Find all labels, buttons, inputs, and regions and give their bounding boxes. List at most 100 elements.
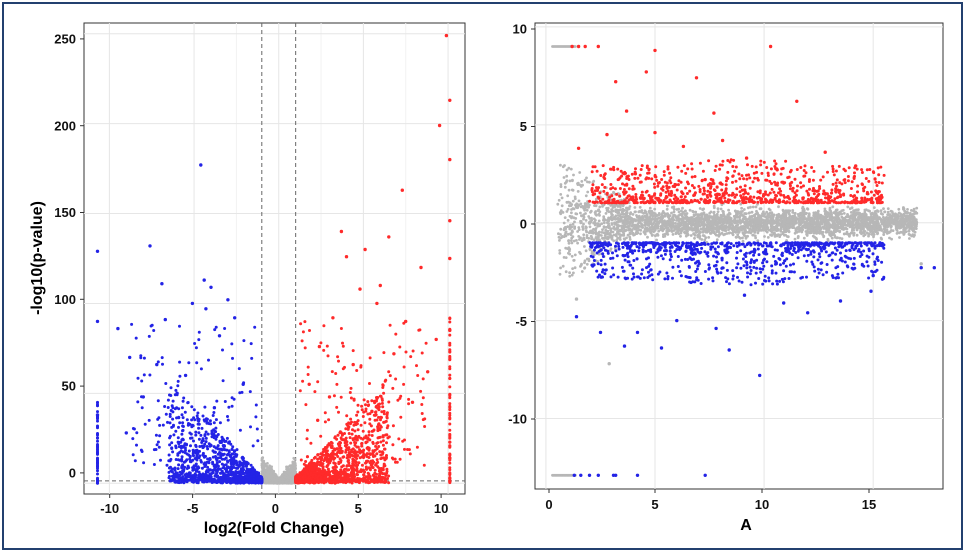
volcano-up-point: [380, 450, 384, 454]
volcano-down-point: [231, 462, 235, 465]
volcano-stripe-point: [448, 373, 452, 377]
volcano-down-point: [175, 471, 179, 475]
volcano-down-point: [213, 467, 217, 471]
volcano-plot: 0 50 100 150 200 250 -10 -5 0 5 10 log2(…: [29, 22, 466, 537]
volcano-stripe-point: [448, 402, 452, 406]
volcano-up-point: [341, 438, 345, 442]
volcano-up-point: [314, 462, 318, 466]
volcano-up-point: [378, 473, 382, 477]
volcano-down-point: [132, 427, 136, 431]
volcano-down-point: [178, 470, 182, 474]
volcano-up-point: [422, 463, 426, 467]
volcano-down-point: [249, 425, 252, 429]
volcano-up-point: [348, 436, 352, 440]
volcano-up-point: [306, 365, 310, 369]
volcano-ns-point: [264, 476, 268, 480]
volcano-up-point: [411, 349, 415, 353]
volcano-down-point: [191, 453, 195, 457]
volcano-ns-point: [293, 466, 297, 470]
volcano-up-point: [349, 386, 353, 390]
volcano-up-point: [367, 433, 371, 437]
volcano-up-point: [369, 452, 373, 456]
volcano-ns-point: [289, 477, 292, 481]
volcano-down-point: [224, 476, 228, 480]
volcano-stripe-point: [448, 341, 452, 345]
volcano-stripe-point: [96, 444, 99, 448]
volcano-down-point: [235, 480, 238, 484]
volcano-down-point: [199, 433, 203, 437]
volcano-stripe-point: [448, 428, 452, 432]
volcano-down-point: [232, 478, 236, 482]
volcano-down-point: [217, 334, 222, 338]
volcano-down-point: [131, 437, 135, 441]
volcano-up-point: [313, 455, 317, 459]
volcano-down-point: [187, 475, 191, 479]
volcano-up-point: [384, 456, 388, 460]
volcano-down-point: [197, 419, 201, 423]
volcano-down-point: [247, 472, 251, 476]
volcano-up-point: [326, 354, 330, 358]
volcano-up-point: [360, 404, 364, 408]
volcano-stripe-point: [448, 445, 452, 449]
volcano-down-point: [95, 319, 100, 324]
volcano-down-point: [154, 433, 158, 437]
volcano-up-point: [376, 441, 380, 445]
volcano-up-point: [404, 350, 408, 354]
volcano-down-point: [167, 466, 171, 470]
volcano-up-point: [351, 438, 355, 442]
volcano-up-point: [387, 400, 391, 404]
volcano-panel: [83, 22, 466, 495]
volcano-ns-point: [270, 477, 274, 481]
volcano-ns-point: [287, 469, 291, 473]
volcano-up-point: [373, 471, 377, 475]
volcano-up-point: [381, 405, 385, 409]
volcano-down-point: [254, 415, 258, 419]
volcano-down-point: [135, 431, 139, 435]
volcano-up-point: [364, 441, 368, 445]
volcano-up-point: [366, 400, 370, 404]
volcano-down-point: [235, 453, 239, 457]
volcano-stripe-point: [96, 439, 99, 443]
volcano-up-point: [419, 389, 423, 393]
volcano-up-point: [448, 157, 452, 162]
volcano-up-point: [337, 410, 340, 414]
volcano-up-point: [335, 405, 339, 409]
volcano-up-point: [321, 465, 325, 469]
volcano-up-point: [371, 455, 375, 458]
volcano-down-point: [177, 463, 181, 467]
volcano-up-point: [391, 443, 395, 447]
volcano-up-point: [332, 394, 336, 398]
volcano-up-point: [318, 467, 322, 471]
volcano-up-point: [361, 437, 365, 441]
volcano-up-point: [301, 379, 305, 383]
volcano-up-point: [400, 188, 404, 192]
volcano-down-point: [152, 463, 156, 466]
volcano-down-point: [232, 466, 236, 469]
volcano-stripe-point: [448, 404, 452, 408]
volcano-up-point: [333, 465, 337, 469]
volcano-stripe-point: [96, 432, 99, 435]
volcano-up-point: [373, 413, 377, 417]
volcano-xtick-label: 0: [272, 501, 279, 516]
volcano-down-point: [225, 436, 229, 440]
volcano-up-point: [360, 444, 364, 448]
volcano-up-point: [383, 447, 387, 451]
volcano-down-point: [226, 415, 229, 418]
volcano-ns-point: [293, 462, 297, 465]
volcano-stripe-point: [448, 385, 452, 389]
volcano-down-point: [171, 417, 175, 421]
volcano-down-point: [173, 466, 177, 470]
volcano-up-point: [312, 479, 316, 483]
volcano-down-point: [188, 471, 192, 475]
volcano-down-point: [258, 480, 262, 484]
volcano-down-point: [183, 373, 188, 378]
volcano-up-point: [398, 345, 402, 349]
volcano-down-point: [171, 410, 175, 414]
volcano-down-point: [230, 342, 234, 346]
volcano-up-point: [354, 434, 358, 438]
volcano-stripe-point: [96, 476, 99, 480]
volcano-up-point: [423, 417, 427, 421]
volcano-down-point: [133, 459, 137, 463]
ma-panel: [534, 22, 944, 490]
volcano-up-point: [304, 460, 308, 463]
